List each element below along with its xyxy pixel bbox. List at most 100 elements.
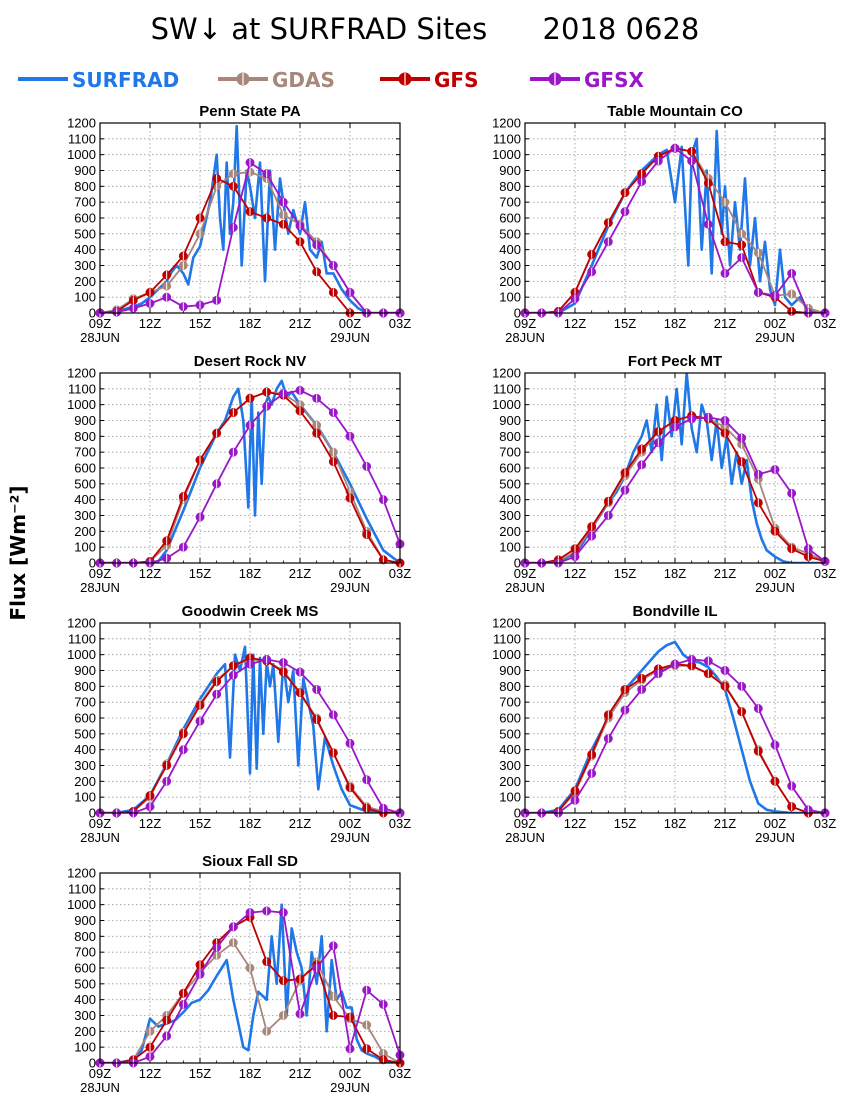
x-tick-label: 00Z xyxy=(339,1066,361,1081)
legend-item-surfrad: SURFRAD xyxy=(18,68,179,92)
x-tick-label: 00Z xyxy=(339,316,361,331)
panel-title: Fort Peck MT xyxy=(628,353,722,370)
y-tick-label: 0 xyxy=(89,1056,96,1071)
x-tick-sublabel: 28JUN xyxy=(80,1080,120,1095)
y-tick-label: 800 xyxy=(74,929,96,944)
x-tick-label: 21Z xyxy=(714,816,736,831)
x-tick-sublabel: 28JUN xyxy=(505,330,545,345)
panel-title: Desert Rock NV xyxy=(194,353,307,370)
y-tick-label: 1200 xyxy=(67,866,96,881)
plot-frame xyxy=(524,622,826,814)
y-tick-label: 1200 xyxy=(492,616,521,631)
x-tick-label: 00Z xyxy=(764,816,786,831)
y-tick-label: 500 xyxy=(499,726,521,741)
y-tick-label: 600 xyxy=(499,211,521,226)
y-tick-label: 300 xyxy=(499,758,521,773)
y-tick-label: 400 xyxy=(499,492,521,507)
x-tick-label: 09Z xyxy=(89,1066,111,1081)
y-tick-label: 1200 xyxy=(492,116,521,131)
plot-frame xyxy=(99,622,401,814)
y-tick-label: 100 xyxy=(74,290,96,305)
y-tick-label: 800 xyxy=(499,179,521,194)
x-tick-label: 03Z xyxy=(814,816,836,831)
x-tick-label: 21Z xyxy=(289,1066,311,1081)
y-tick-label: 600 xyxy=(74,461,96,476)
x-tick-label: 00Z xyxy=(764,566,786,581)
panel-title: Penn State PA xyxy=(199,103,301,120)
x-tick-label: 18Z xyxy=(239,566,261,581)
y-tick-label: 1200 xyxy=(67,366,96,381)
y-tick-label: 0 xyxy=(89,306,96,321)
panel-goodwin-creek-ms: Goodwin Creek MS 010020030040050060070080… xyxy=(67,603,411,845)
y-tick-label: 300 xyxy=(74,758,96,773)
y-tick-label: 500 xyxy=(74,476,96,491)
legend-item-gfsx: GFSX xyxy=(530,68,644,92)
x-tick-label: 12Z xyxy=(139,316,161,331)
y-tick-label: 1000 xyxy=(67,897,96,912)
x-tick-label: 15Z xyxy=(189,816,211,831)
plot-frame xyxy=(524,372,826,564)
legend-label-gdas: GDAS xyxy=(272,68,335,92)
x-tick-label: 12Z xyxy=(564,316,586,331)
y-tick-label: 1100 xyxy=(493,631,521,646)
panel-title: Goodwin Creek MS xyxy=(182,603,319,620)
y-tick-label: 1000 xyxy=(492,647,521,662)
y-tick-label: 400 xyxy=(499,242,521,257)
x-tick-sublabel: 29JUN xyxy=(330,830,370,845)
x-tick-label: 03Z xyxy=(389,816,411,831)
y-tick-label: 700 xyxy=(499,195,521,210)
y-tick-label: 700 xyxy=(74,195,96,210)
y-tick-label: 100 xyxy=(499,290,521,305)
y-tick-label: 900 xyxy=(499,413,521,428)
y-tick-label: 500 xyxy=(74,726,96,741)
x-tick-label: 03Z xyxy=(814,316,836,331)
y-tick-label: 0 xyxy=(514,306,521,321)
y-tick-label: 200 xyxy=(499,524,521,539)
y-tick-label: 1200 xyxy=(67,616,96,631)
x-tick-label: 12Z xyxy=(564,816,586,831)
y-tick-label: 1000 xyxy=(67,647,96,662)
y-tick-label: 1000 xyxy=(492,147,521,162)
plot-area xyxy=(100,123,400,313)
x-tick-label: 18Z xyxy=(664,316,686,331)
y-tick-label: 900 xyxy=(499,663,521,678)
y-tick-label: 1100 xyxy=(68,131,96,146)
y-tick-label: 100 xyxy=(74,1040,96,1055)
title-left: SW↓ at SURFRAD Sites xyxy=(150,12,488,46)
y-axis-label: Flux [Wm⁻²] xyxy=(6,485,30,620)
y-tick-label: 400 xyxy=(74,742,96,757)
y-tick-label: 400 xyxy=(499,742,521,757)
y-tick-label: 400 xyxy=(74,242,96,257)
y-tick-label: 100 xyxy=(74,790,96,805)
x-tick-sublabel: 28JUN xyxy=(80,580,120,595)
x-tick-sublabel: 28JUN xyxy=(80,830,120,845)
plot-frame xyxy=(99,122,401,314)
y-tick-label: 700 xyxy=(74,695,96,710)
y-tick-label: 800 xyxy=(74,429,96,444)
y-tick-label: 0 xyxy=(89,806,96,821)
x-tick-label: 12Z xyxy=(139,1066,161,1081)
x-tick-label: 21Z xyxy=(289,816,311,831)
x-tick-sublabel: 29JUN xyxy=(755,330,795,345)
y-tick-label: 200 xyxy=(74,1024,96,1039)
y-tick-label: 300 xyxy=(499,508,521,523)
y-tick-label: 800 xyxy=(74,179,96,194)
panel-title: Table Mountain CO xyxy=(607,103,743,120)
y-tick-label: 300 xyxy=(499,258,521,273)
y-tick-label: 900 xyxy=(499,163,521,178)
panel-title: Bondville IL xyxy=(632,603,717,620)
x-tick-label: 18Z xyxy=(664,816,686,831)
y-tick-label: 100 xyxy=(499,540,521,555)
y-tick-label: 400 xyxy=(74,992,96,1007)
plot-area xyxy=(525,123,825,313)
y-tick-label: 100 xyxy=(499,790,521,805)
y-tick-label: 200 xyxy=(74,274,96,289)
y-tick-label: 400 xyxy=(74,492,96,507)
plot-frame xyxy=(99,372,401,564)
x-tick-sublabel: 29JUN xyxy=(330,1080,370,1095)
y-tick-label: 1000 xyxy=(492,397,521,412)
panel-sioux-fall-sd: Sioux Fall SD 010020030040050060070080090… xyxy=(67,853,411,1095)
y-tick-label: 900 xyxy=(74,663,96,678)
